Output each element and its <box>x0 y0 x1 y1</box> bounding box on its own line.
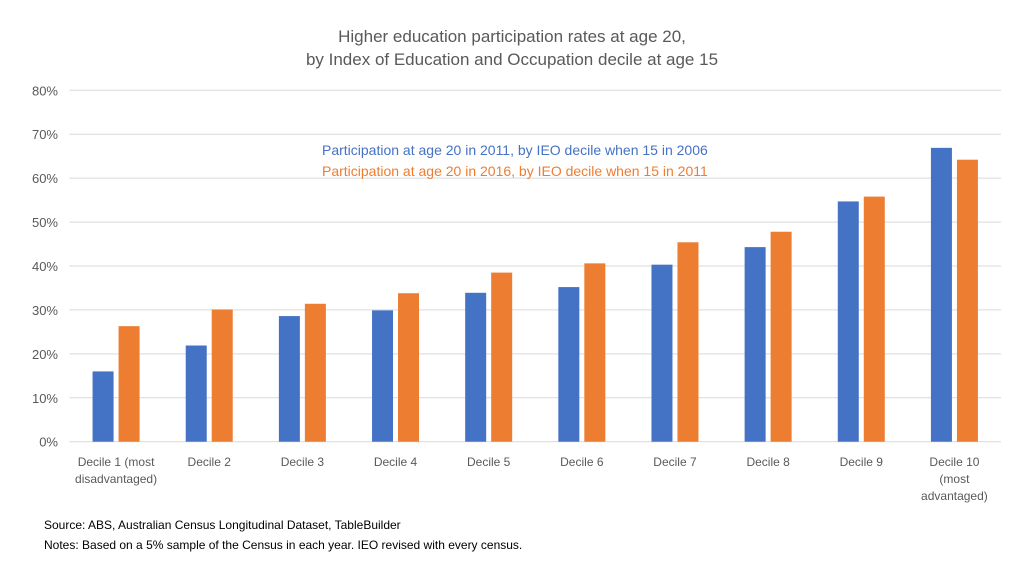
bar-2016 <box>304 303 326 442</box>
y-tick-label: 20% <box>32 347 58 362</box>
x-tick-label: Decile 10 <box>929 455 979 469</box>
y-tick-label: 30% <box>32 303 58 318</box>
x-tick-label: advantaged) <box>921 489 988 503</box>
bar-2016 <box>491 272 513 442</box>
x-tick-label: Decile 9 <box>840 455 884 469</box>
bar-2016 <box>956 159 978 442</box>
bar-2011 <box>185 345 207 442</box>
bar-2016 <box>770 231 792 442</box>
bar-2011 <box>92 371 114 442</box>
bar-2011 <box>651 264 673 442</box>
bar-2011 <box>372 310 394 442</box>
bar-2011 <box>837 201 859 442</box>
bar-2016 <box>584 263 606 442</box>
x-tick-label: Decile 1 (most <box>78 455 155 469</box>
y-tick-label: 0% <box>39 435 58 450</box>
bars <box>92 147 978 442</box>
chart-title: Higher education participation rates at … <box>306 27 718 69</box>
bar-2011 <box>558 287 580 442</box>
bar-2016 <box>863 196 885 442</box>
y-tick-label: 50% <box>32 215 58 230</box>
chart-title-line: Higher education participation rates at … <box>338 27 686 46</box>
bar-2016 <box>118 326 140 442</box>
x-tick-label: Decile 4 <box>374 455 418 469</box>
bar-2016 <box>211 309 233 442</box>
x-tick-label: Decile 3 <box>281 455 325 469</box>
legend-entry: Participation at age 20 in 2011, by IEO … <box>322 142 708 158</box>
bar-2016 <box>677 242 699 442</box>
x-axis-labels: Decile 1 (most disadvantaged) Decile 2 Deci… <box>75 455 988 503</box>
y-axis-ticks: 0% 10% 20% 30% 40% 50% 60% 70% 80% <box>32 83 58 449</box>
y-tick-label: 60% <box>32 171 58 186</box>
notes-text: Notes: Based on a 5% sample of the Censu… <box>44 538 523 552</box>
x-tick-label: Decile 2 <box>188 455 232 469</box>
bar-2016 <box>398 293 420 442</box>
x-tick-label: (most <box>939 472 970 486</box>
chart-title-line: by Index of Education and Occupation dec… <box>306 50 718 69</box>
bar-2011 <box>744 247 766 442</box>
legend-entry: Participation at age 20 in 2016, by IEO … <box>322 163 708 179</box>
y-tick-label: 40% <box>32 259 58 274</box>
x-tick-label: disadvantaged) <box>75 472 157 486</box>
x-tick-label: Decile 5 <box>467 455 511 469</box>
bar-2011 <box>930 147 952 442</box>
bar-2011 <box>465 292 487 442</box>
x-tick-label: Decile 8 <box>746 455 790 469</box>
x-tick-label: Decile 6 <box>560 455 604 469</box>
y-tick-label: 70% <box>32 127 58 142</box>
y-tick-label: 10% <box>32 391 58 406</box>
bar-2011 <box>278 316 300 442</box>
source-note: Source: ABS, Australian Census Longitudi… <box>44 518 401 532</box>
y-tick-label: 80% <box>32 83 58 98</box>
legend: Participation at age 20 in 2011, by IEO … <box>322 142 708 179</box>
x-tick-label: Decile 7 <box>653 455 697 469</box>
